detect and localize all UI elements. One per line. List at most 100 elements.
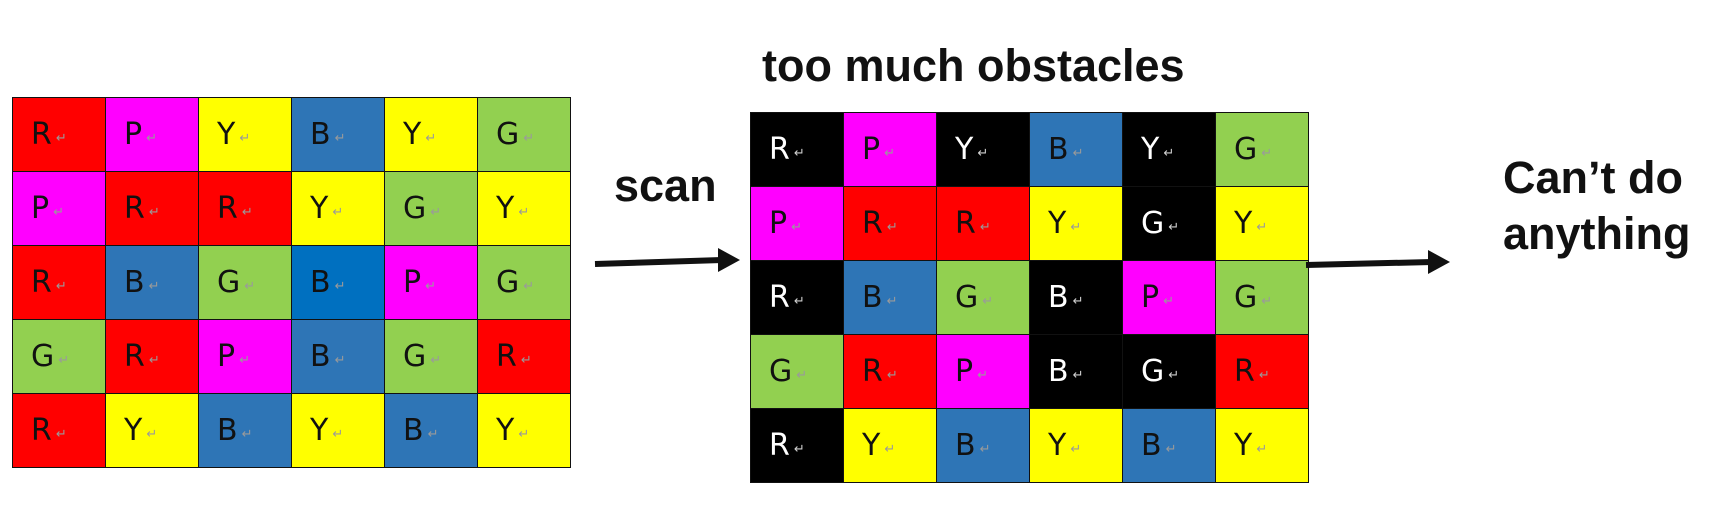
cell-letter: B — [310, 116, 331, 152]
return-mark-icon: ↵ — [1070, 442, 1082, 457]
return-mark-icon: ↵ — [793, 294, 805, 309]
return-mark-icon: ↵ — [1256, 442, 1268, 457]
return-mark-icon: ↵ — [523, 131, 535, 146]
grid-cell: B ↵ — [199, 394, 291, 467]
grid-cell: Y ↵ — [478, 172, 570, 245]
grid-cell: G ↵ — [751, 335, 843, 408]
cell-letter: B — [310, 338, 331, 374]
return-mark-icon: ↵ — [1070, 220, 1082, 235]
return-mark-icon: ↵ — [1072, 368, 1084, 383]
return-mark-icon: ↵ — [55, 427, 67, 442]
cell-letter: P — [1141, 279, 1160, 315]
cell-letter: R — [31, 116, 52, 152]
cell-letter: B — [1141, 427, 1162, 463]
grid-cell: B ↵ — [385, 394, 477, 467]
grid-cell: P ↵ — [13, 172, 105, 245]
cell-letter: Y — [496, 412, 515, 448]
cell-letter: Y — [862, 427, 881, 463]
grid-cell: B ↵ — [844, 261, 936, 334]
grid-cell: R ↵ — [478, 320, 570, 393]
grid-cell: G ↵ — [478, 98, 570, 171]
grid-cell: B ↵ — [1030, 335, 1122, 408]
return-mark-icon: ↵ — [518, 427, 530, 442]
cell-letter: G — [1141, 353, 1165, 389]
return-mark-icon: ↵ — [1258, 368, 1270, 383]
grid-cell: R ↵ — [751, 113, 843, 186]
cell-letter: R — [955, 205, 976, 241]
return-mark-icon: ↵ — [791, 220, 802, 235]
return-mark-icon: ↵ — [244, 279, 256, 294]
obstacles-label: too much obstacles — [762, 40, 1185, 91]
cell-letter: Y — [496, 190, 515, 226]
return-mark-icon: ↵ — [148, 353, 160, 368]
grid-cell: B ↵ — [292, 320, 384, 393]
result-label: Can’t do anything — [1503, 150, 1691, 262]
return-mark-icon: ↵ — [793, 442, 805, 457]
return-mark-icon: ↵ — [334, 279, 346, 294]
return-mark-icon: ↵ — [239, 353, 250, 368]
cell-letter: Y — [1141, 131, 1160, 167]
scan-label: scan — [614, 160, 717, 211]
return-mark-icon: ↵ — [886, 220, 898, 235]
cell-letter: P — [217, 338, 236, 374]
return-mark-icon: ↵ — [148, 205, 160, 220]
grid-cell: R ↵ — [13, 394, 105, 467]
grid-cell: R ↵ — [751, 261, 843, 334]
grid-cell: B ↵ — [1123, 409, 1215, 482]
cell-letter: R — [769, 427, 790, 463]
grid-cell: Y ↵ — [106, 394, 198, 467]
return-mark-icon: ↵ — [427, 427, 439, 442]
cell-letter: R — [769, 279, 790, 315]
cell-letter: B — [862, 279, 883, 315]
cell-letter: Y — [310, 190, 329, 226]
grid-cell: B ↵ — [292, 246, 384, 319]
grid-cell: R ↵ — [13, 98, 105, 171]
cell-letter: R — [31, 412, 52, 448]
return-mark-icon: ↵ — [53, 205, 64, 220]
grid-cell: P ↵ — [1123, 261, 1215, 334]
grid-cell: R ↵ — [844, 187, 936, 260]
grid-cell: B ↵ — [1030, 113, 1122, 186]
return-mark-icon: ↵ — [55, 279, 67, 294]
return-mark-icon: ↵ — [1163, 294, 1174, 309]
cell-letter: R — [862, 205, 883, 241]
grid-cell: Y ↵ — [1216, 409, 1308, 482]
cell-letter: R — [496, 338, 517, 374]
grid-cell: R ↵ — [751, 409, 843, 482]
cell-letter: G — [403, 190, 427, 226]
grid-cell: P ↵ — [106, 98, 198, 171]
cell-letter: G — [955, 279, 979, 315]
cell-letter: Y — [1234, 205, 1253, 241]
grid-cell: G ↵ — [385, 320, 477, 393]
return-mark-icon: ↵ — [796, 368, 808, 383]
cell-letter: Y — [1048, 427, 1067, 463]
return-mark-icon: ↵ — [979, 220, 991, 235]
grid-cell: Y ↵ — [385, 98, 477, 171]
return-mark-icon: ↵ — [332, 427, 344, 442]
cell-letter: R — [769, 131, 790, 167]
return-mark-icon: ↵ — [1165, 442, 1177, 457]
return-mark-icon: ↵ — [1072, 146, 1084, 161]
cell-letter: G — [496, 264, 520, 300]
return-mark-icon: ↵ — [146, 427, 158, 442]
grid-cell: G ↵ — [937, 261, 1029, 334]
cell-letter: Y — [955, 131, 974, 167]
cell-letter: G — [1234, 279, 1258, 315]
return-mark-icon: ↵ — [430, 205, 442, 220]
grid-cell: B ↵ — [292, 98, 384, 171]
grid-cell: Y ↵ — [1030, 187, 1122, 260]
grid-cell: Y ↵ — [1123, 113, 1215, 186]
scanned-obstacle-grid: R ↵ P ↵ Y ↵ B ↵ Y ↵ G ↵ P ↵ R ↵ R ↵ Y ↵ G ↵ Y ↵ R ↵ B ↵ G ↵ B ↵ P ↵ G ↵ G ↵ R ↵… — [750, 112, 1309, 483]
grid-cell: Y ↵ — [1030, 409, 1122, 482]
return-mark-icon: ↵ — [520, 353, 532, 368]
cell-letter: G — [769, 353, 793, 389]
cell-letter: G — [1234, 131, 1258, 167]
cell-letter: G — [403, 338, 427, 374]
grid-cell: R ↵ — [937, 187, 1029, 260]
return-mark-icon: ↵ — [239, 131, 251, 146]
return-mark-icon: ↵ — [241, 427, 253, 442]
return-mark-icon: ↵ — [332, 205, 344, 220]
return-mark-icon: ↵ — [793, 146, 805, 161]
return-mark-icon: ↵ — [884, 146, 895, 161]
